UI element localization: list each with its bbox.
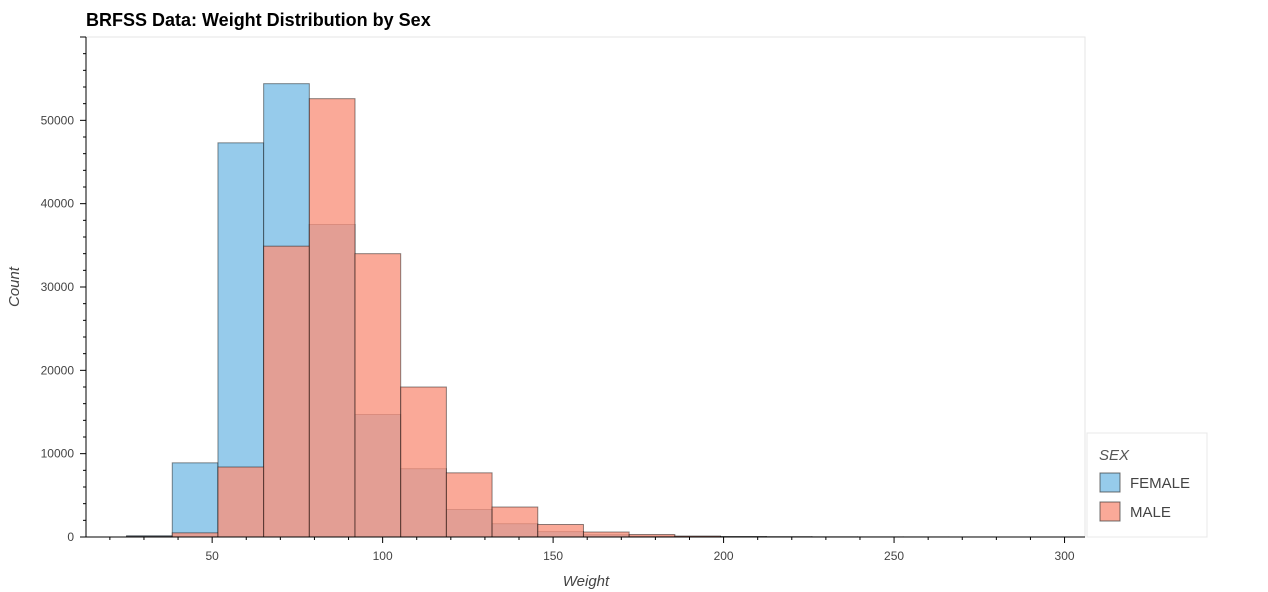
male-bar-5: [354, 253, 402, 538]
male-bar-2: [217, 466, 265, 538]
x-tick-label: 150: [543, 549, 563, 563]
male-bar-8: [491, 506, 539, 538]
y-tick-label: 0: [67, 530, 74, 544]
x-tick-label: 200: [714, 549, 734, 563]
x-tick-label: 300: [1055, 549, 1075, 563]
male-bar-1: [171, 532, 219, 538]
y-tick-label: 40000: [41, 197, 75, 211]
legend-swatch-female[interactable]: [1099, 472, 1121, 493]
legend-label-male[interactable]: MALE: [1130, 504, 1171, 521]
legend-swatch-male[interactable]: [1099, 501, 1121, 522]
legend: SEX FEMALE MALE: [1086, 432, 1208, 538]
female-bar-1: [171, 462, 219, 538]
y-tick-label: 50000: [41, 113, 75, 127]
male-bar-10: [582, 531, 630, 538]
male-bar-9: [537, 524, 584, 538]
y-tick-label: 10000: [41, 447, 75, 461]
male-bar-6: [400, 386, 447, 538]
x-axis: 50 100 150 200 250 300: [86, 536, 1085, 563]
x-axis-label: Weight: [563, 573, 610, 590]
x-tick-label: 100: [373, 549, 393, 563]
male-bars: [126, 98, 996, 538]
y-tick-label: 20000: [41, 363, 75, 377]
chart-title: BRFSS Data: Weight Distribution by Sex: [86, 10, 431, 30]
male-bar-3: [263, 245, 310, 538]
y-axis: 0 10000 20000 30000 40000 50000: [41, 36, 87, 544]
x-tick-label: 50: [205, 549, 219, 563]
y-axis-label: Count: [6, 266, 23, 307]
x-tick-label: 250: [884, 549, 904, 563]
legend-title: SEX: [1099, 447, 1130, 464]
legend-label-female[interactable]: FEMALE: [1130, 475, 1190, 492]
y-tick-label: 30000: [41, 280, 75, 294]
male-bar-4: [308, 98, 356, 538]
male-bar-7: [445, 472, 493, 538]
